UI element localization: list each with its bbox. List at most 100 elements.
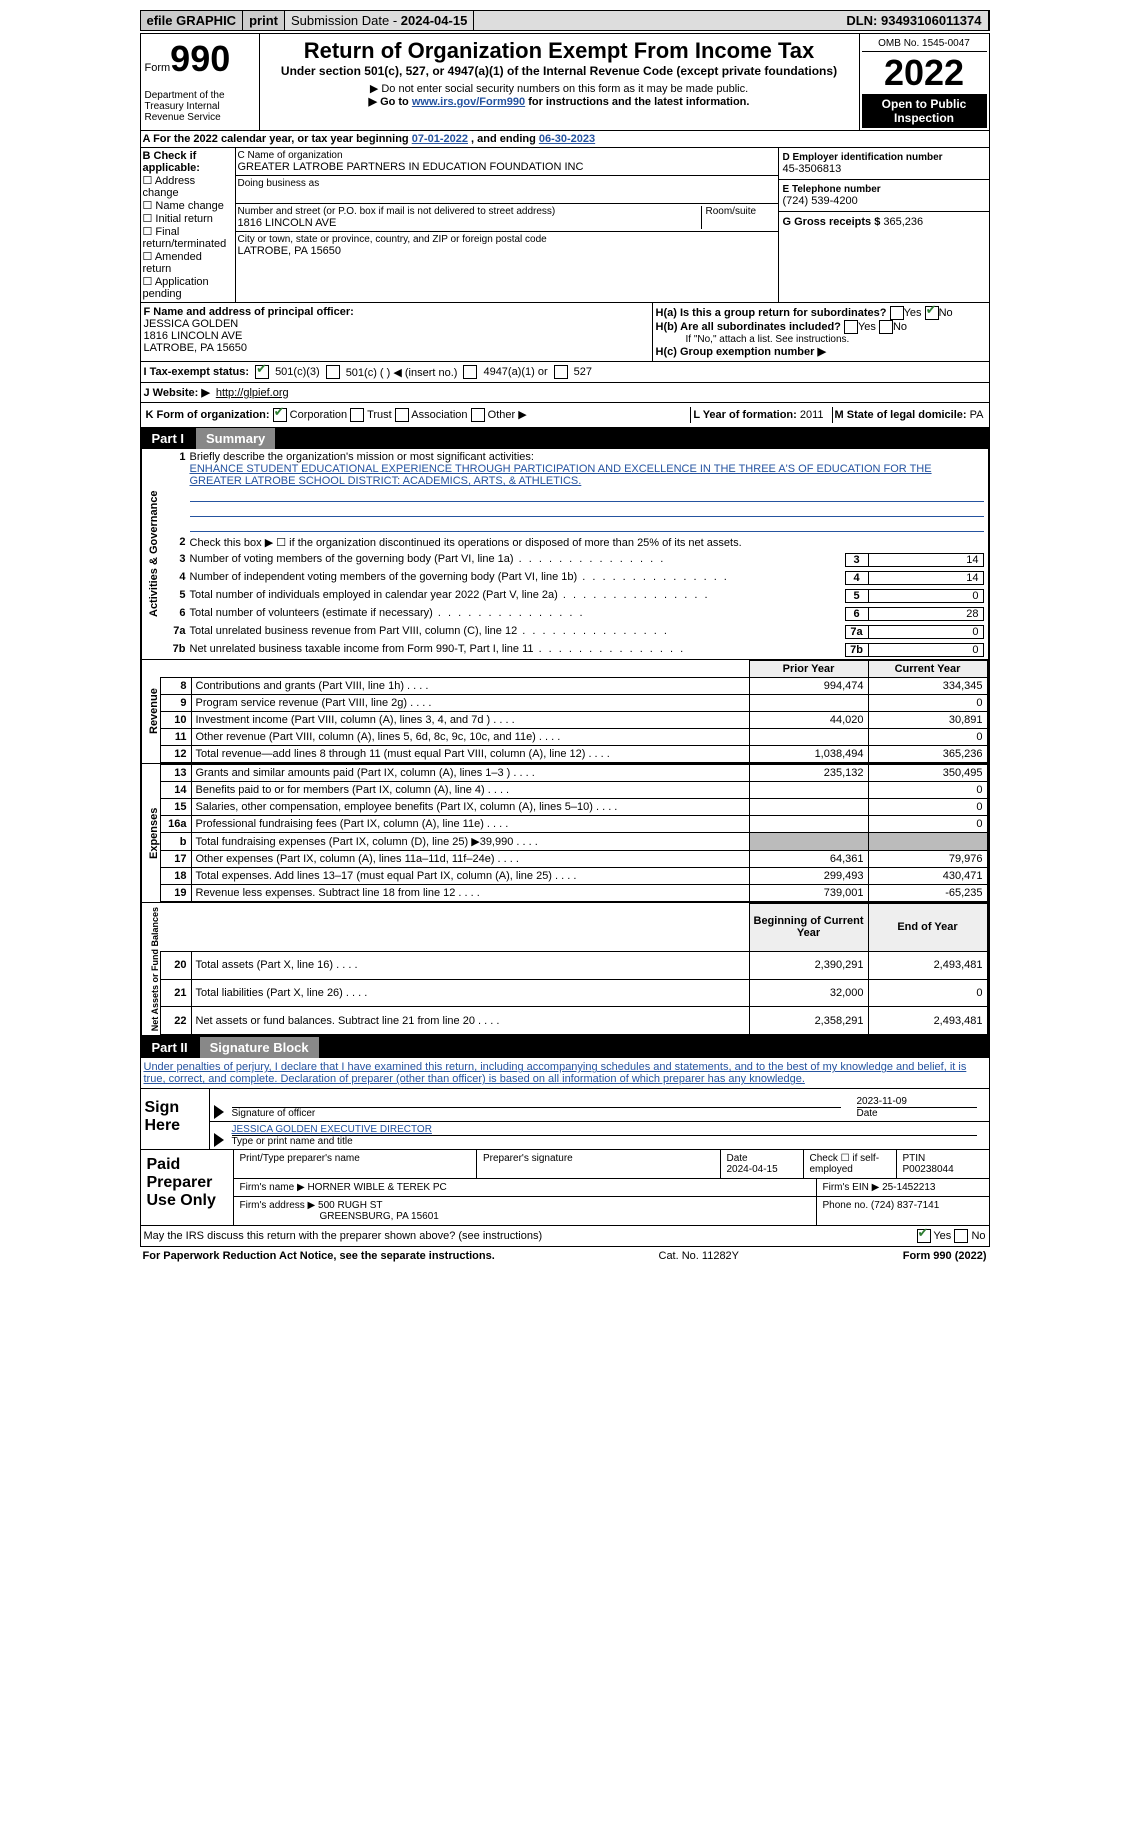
preparer-name-label: Print/Type preparer's name: [234, 1150, 478, 1178]
part2-number: Part II: [140, 1037, 200, 1058]
col-c: C Name of organization GREATER LATROBE P…: [236, 148, 779, 302]
prior-year-header: Prior Year: [749, 661, 868, 678]
paperwork-notice: For Paperwork Reduction Act Notice, see …: [143, 1250, 495, 1262]
tax-status-label: I Tax-exempt status:: [144, 366, 250, 378]
sig-date: 2023-11-09: [857, 1096, 907, 1107]
hb-note: If "No," attach a list. See instructions…: [656, 334, 986, 345]
table-row: 11Other revenue (Part VIII, column (A), …: [160, 729, 987, 746]
current-year-header: Current Year: [868, 661, 987, 678]
table-row: 16aProfessional fundraising fees (Part I…: [160, 816, 987, 833]
tel-label: E Telephone number: [783, 184, 985, 195]
summary-line: 4Number of independent voting members of…: [160, 569, 988, 587]
firm-addr1: 500 RUGH ST: [318, 1200, 382, 1211]
year-formation-label: L Year of formation:: [693, 409, 797, 421]
check-address-change[interactable]: ☐ Address change: [143, 174, 233, 199]
section-i: I Tax-exempt status: 501(c)(3) 501(c) ( …: [140, 362, 990, 383]
city: LATROBE, PA 15650: [238, 245, 776, 257]
paid-preparer-area: Paid Preparer Use Only Print/Type prepar…: [140, 1150, 990, 1226]
omb-number: OMB No. 1545-0047: [862, 36, 987, 52]
street-label: Number and street (or P.O. box if mail i…: [238, 206, 697, 217]
efile-button[interactable]: efile GRAPHIC: [141, 11, 244, 30]
hb-yes[interactable]: [844, 320, 858, 334]
check-final-return[interactable]: ☐ Final return/terminated: [143, 225, 233, 250]
summary-line: 5Total number of individuals employed in…: [160, 587, 988, 605]
table-row: 10Investment income (Part VIII, column (…: [160, 712, 987, 729]
ein: 45-3506813: [783, 163, 985, 175]
part2-title: Signature Block: [200, 1037, 319, 1058]
irs-link[interactable]: www.irs.gov/Form990: [412, 96, 525, 108]
arrow-icon: [214, 1133, 224, 1147]
table-row: 15Salaries, other compensation, employee…: [160, 799, 987, 816]
ppu-label: Paid Preparer Use Only: [141, 1150, 234, 1225]
table-row: 12Total revenue—add lines 8 through 11 (…: [160, 746, 987, 763]
tel: (724) 539-4200: [783, 195, 985, 207]
check-application-pending[interactable]: ☐ Application pending: [143, 275, 233, 300]
summary-line: 3Number of voting members of the governi…: [160, 551, 988, 569]
ein-label: D Employer identification number: [783, 152, 985, 163]
chk-501c3[interactable]: [255, 365, 269, 379]
check-initial-return[interactable]: ☐ Initial return: [143, 212, 233, 225]
firm-phone: (724) 837-7141: [871, 1200, 939, 1211]
part1-number: Part I: [140, 428, 197, 449]
part1-body: Activities & Governance 1 Briefly descri…: [140, 449, 990, 1037]
summary-line: 7bNet unrelated business taxable income …: [160, 641, 988, 659]
line2-text: Check this box ▶ ☐ if the organization d…: [190, 536, 984, 549]
arrow-icon: [214, 1105, 224, 1119]
page-footer: For Paperwork Reduction Act Notice, see …: [140, 1247, 990, 1265]
dba-label: Doing business as: [238, 178, 776, 189]
self-employed-check[interactable]: Check ☐ if self-employed: [804, 1150, 897, 1178]
org-name-label: C Name of organization: [238, 150, 776, 161]
table-row: 17Other expenses (Part IX, column (A), l…: [160, 851, 987, 868]
officer-name: JESSICA GOLDEN: [144, 318, 649, 330]
note-ssn: ▶ Do not enter social security numbers o…: [264, 82, 855, 95]
hb-row: H(b) Are all subordinates included? Yes …: [656, 320, 986, 334]
revenue-table: Prior YearCurrent Year 8Contributions an…: [160, 660, 988, 763]
firm-name-label: Firm's name ▶: [240, 1182, 305, 1193]
note-link: ▶ Go to www.irs.gov/Form990 for instruct…: [264, 95, 855, 108]
preparer-sig-label: Preparer's signature: [477, 1150, 721, 1178]
check-amended-return[interactable]: ☐ Amended return: [143, 250, 233, 275]
tax-year: 2022: [862, 52, 987, 94]
chk-corp[interactable]: [273, 408, 287, 422]
col-d: D Employer identification number 45-3506…: [779, 148, 989, 302]
part2-header: Part II Signature Block: [140, 1037, 990, 1058]
row-a: A For the 2022 calendar year, or tax yea…: [140, 131, 990, 148]
table-row: 9Program service revenue (Part VIII, lin…: [160, 695, 987, 712]
side-activities: Activities & Governance: [142, 449, 160, 659]
firm-phone-label: Phone no.: [823, 1200, 869, 1211]
chk-assoc[interactable]: [395, 408, 409, 422]
table-row: 8Contributions and grants (Part VIII, li…: [160, 678, 987, 695]
org-name: GREATER LATROBE PARTNERS IN EDUCATION FO…: [238, 161, 776, 173]
officer-print-name: JESSICA GOLDEN EXECUTIVE DIRECTOR: [232, 1124, 432, 1135]
check-name-change[interactable]: ☐ Name change: [143, 199, 233, 212]
discuss-no[interactable]: [954, 1229, 968, 1243]
print-button[interactable]: print: [243, 11, 285, 30]
table-row: 13Grants and similar amounts paid (Part …: [160, 765, 987, 782]
gross-receipts: 365,236: [883, 216, 923, 228]
street: 1816 LINCOLN AVE: [238, 217, 697, 229]
chk-other[interactable]: [471, 408, 485, 422]
hb-no[interactable]: [879, 320, 893, 334]
website-url[interactable]: http://glpief.org: [216, 387, 289, 399]
table-row: 20Total assets (Part X, line 16) . . . .…: [160, 951, 987, 979]
table-row: 18Total expenses. Add lines 13–17 (must …: [160, 868, 987, 885]
chk-501c[interactable]: [326, 365, 340, 379]
chk-527[interactable]: [554, 365, 568, 379]
col-b: B Check if applicable: ☐ Address change …: [141, 148, 236, 302]
city-label: City or town, state or province, country…: [238, 234, 776, 245]
part1-title: Summary: [196, 428, 275, 449]
ha-no[interactable]: [925, 306, 939, 320]
room-label: Room/suite: [706, 206, 776, 217]
form-number: 990: [170, 38, 230, 79]
discuss-row: May the IRS discuss this return with the…: [140, 1226, 990, 1247]
year-formation: 2011: [800, 409, 824, 421]
chk-trust[interactable]: [350, 408, 364, 422]
section-klm: K Form of organization: Corporation Trus…: [140, 403, 990, 428]
chk-4947[interactable]: [463, 365, 477, 379]
summary-line: 7aTotal unrelated business revenue from …: [160, 623, 988, 641]
discuss-yes[interactable]: [917, 1229, 931, 1243]
signature-area: Sign Here Signature of officer 2023-11-0…: [140, 1089, 990, 1150]
begin-year-header: Beginning of Current Year: [749, 904, 868, 952]
ha-yes[interactable]: [890, 306, 904, 320]
firm-addr2: GREENSBURG, PA 15601: [240, 1211, 439, 1222]
